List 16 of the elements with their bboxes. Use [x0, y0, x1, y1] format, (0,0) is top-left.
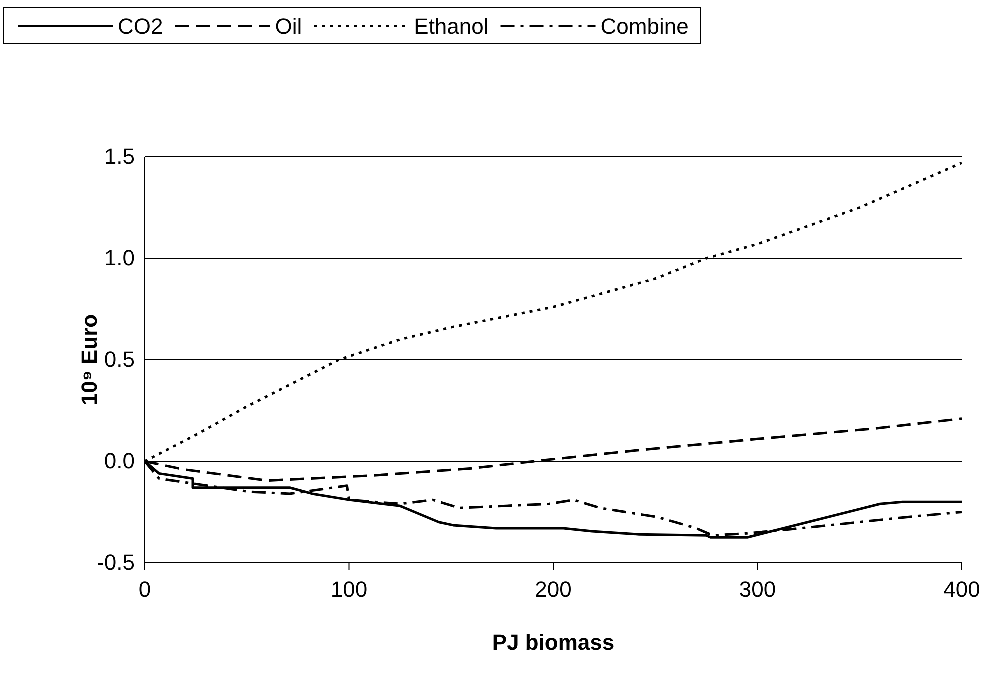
x-tick-label: 100	[330, 577, 368, 602]
x-tick-label: 200	[535, 577, 572, 602]
y-axis-title: 10⁹ Euro	[77, 314, 102, 406]
y-tick-label: 0.5	[104, 347, 135, 372]
y-tick-label: -0.5	[97, 550, 135, 576]
x-tick-label: 400	[944, 577, 980, 602]
x-axis-title: PJ biomass	[492, 630, 615, 655]
legend-label: Combine	[600, 14, 689, 39]
legend-label: Ethanol	[414, 14, 489, 39]
y-tick-label: 1.0	[104, 246, 135, 271]
legend-label: Oil	[275, 14, 302, 39]
legend-label: CO2	[118, 14, 164, 39]
x-tick-label: 300	[739, 577, 776, 602]
y-tick-label: 1.5	[104, 144, 135, 170]
y-tick-label: 0.0	[104, 448, 135, 474]
x-tick-label: 0	[138, 577, 152, 602]
